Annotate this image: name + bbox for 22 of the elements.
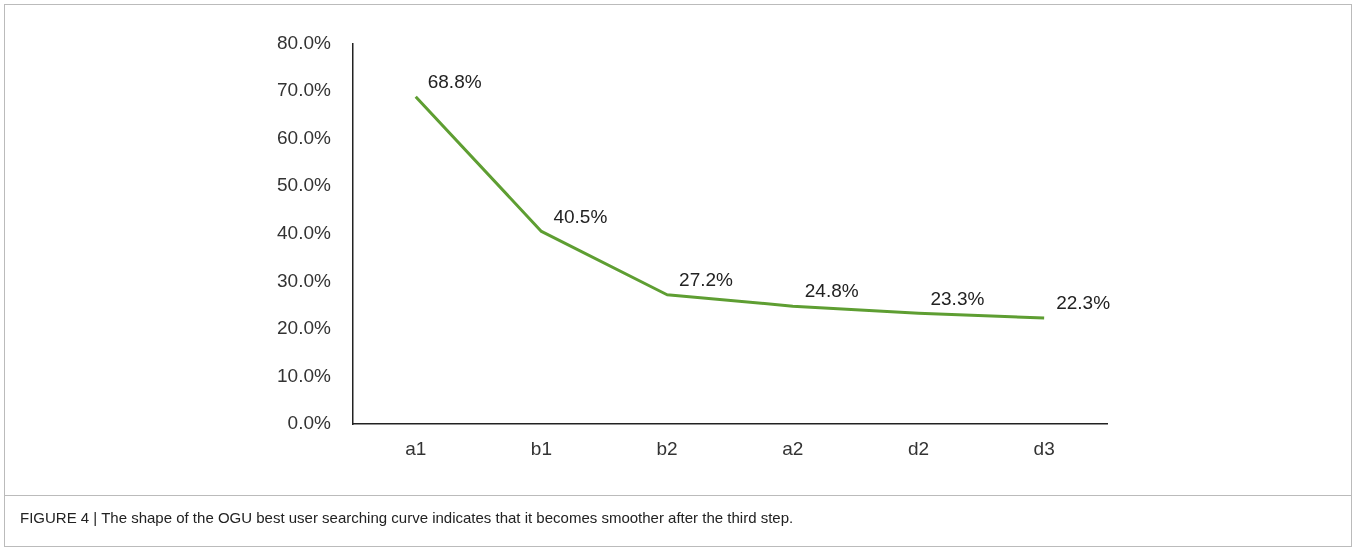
y-tick-label: 80.0%: [277, 31, 331, 53]
x-tick-label: a2: [782, 437, 804, 459]
y-tick-label: 50.0%: [277, 174, 331, 196]
x-tick-label: d3: [1033, 437, 1055, 459]
x-tick-label: a1: [405, 437, 427, 459]
data-label: 40.5%: [553, 205, 608, 227]
y-tick-label: 20.0%: [277, 317, 331, 339]
y-tick-label: 0.0%: [287, 412, 331, 434]
y-tick-label: 60.0%: [277, 126, 331, 148]
x-tick-label: b2: [656, 437, 678, 459]
y-tick-label: 40.0%: [277, 222, 331, 244]
y-tick-label: 30.0%: [277, 269, 331, 291]
data-label: 68.8%: [427, 70, 482, 92]
x-tick-label: d2: [907, 437, 930, 459]
data-label: 24.8%: [804, 280, 859, 302]
data-label: 23.3%: [930, 287, 985, 309]
y-tick-label: 70.0%: [277, 79, 331, 101]
data-label: 27.2%: [679, 268, 734, 290]
y-tick-label: 10.0%: [277, 364, 331, 386]
data-label: 22.3%: [1056, 292, 1111, 314]
caption: FIGURE 4 | The shape of the OGU best user searching curve indicates that it becomes smoother after the third step.: [20, 509, 794, 526]
x-tick-label: b1: [530, 437, 552, 459]
